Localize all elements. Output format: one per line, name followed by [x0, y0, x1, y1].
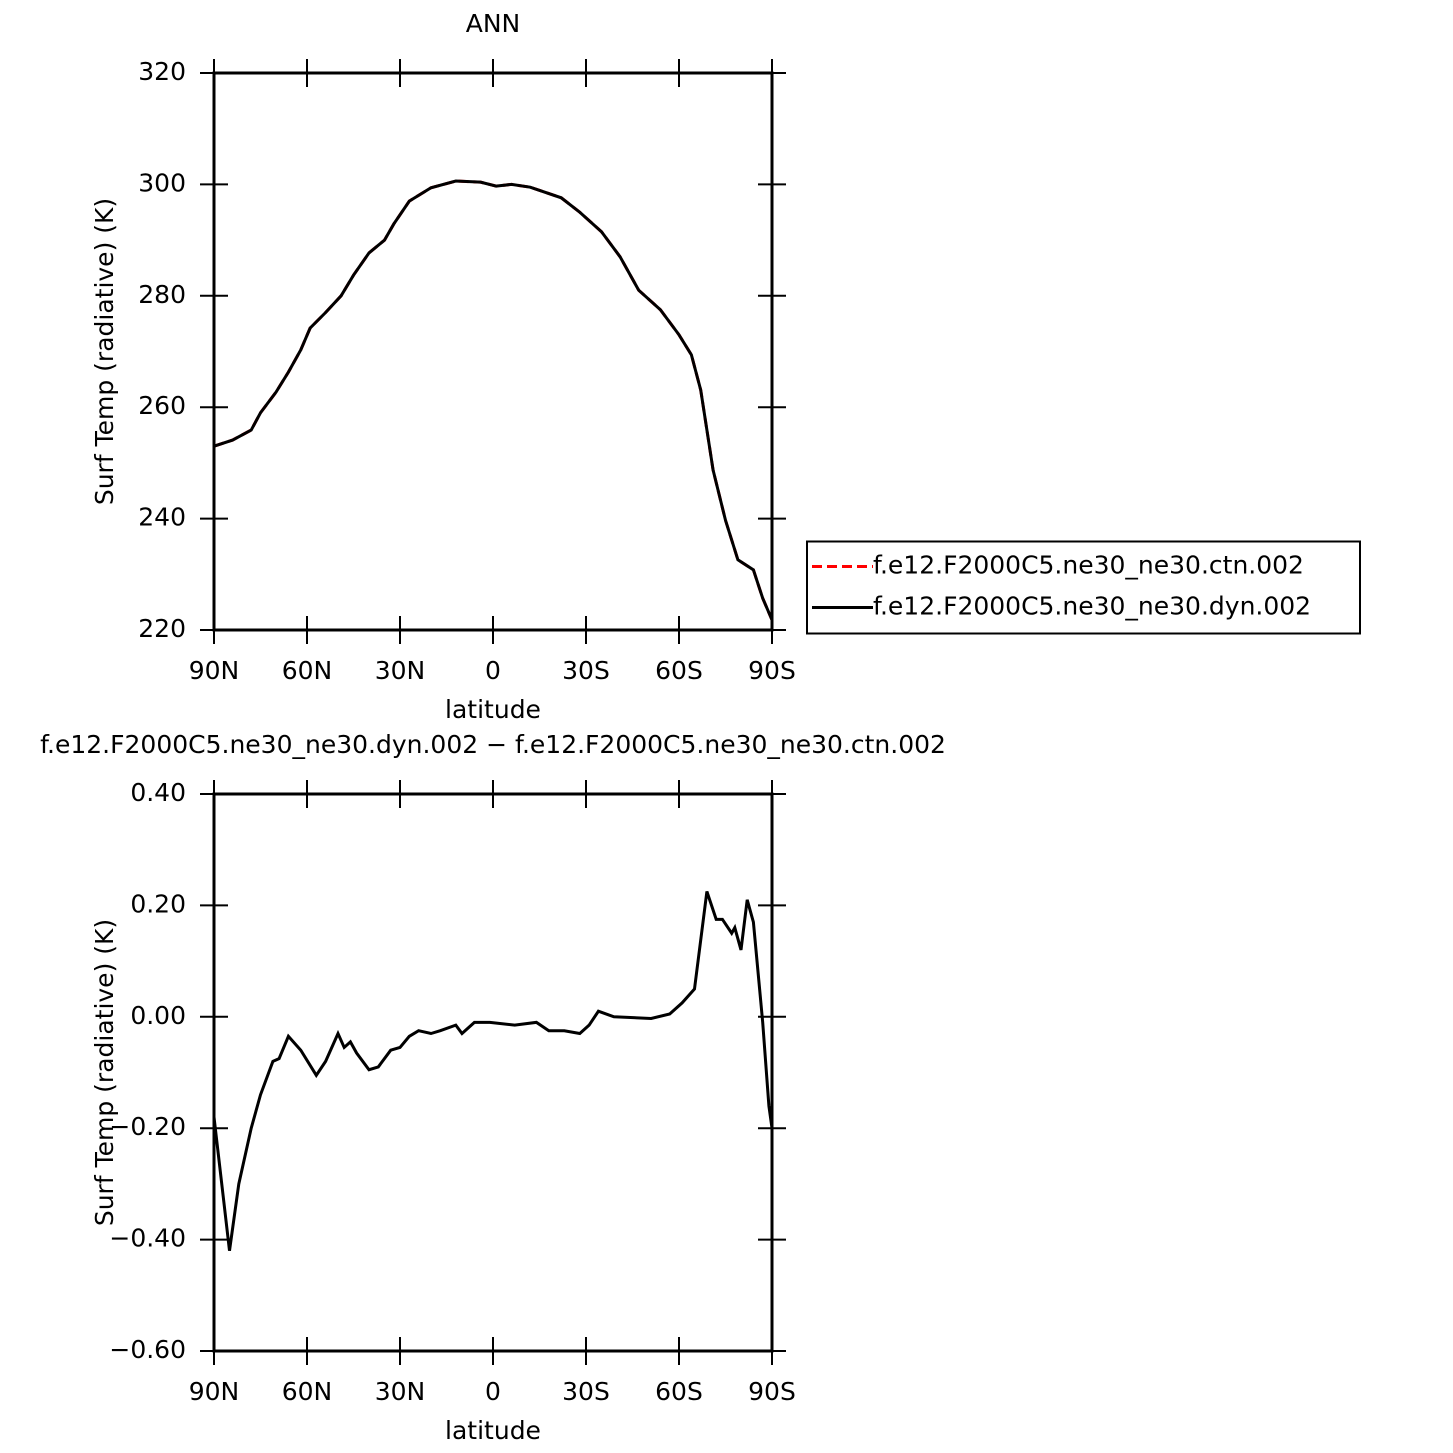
x-tick-label: 0 [485, 1377, 501, 1406]
y-tick-label: 220 [138, 614, 186, 643]
x-tick-label: 60N [282, 656, 333, 685]
plot-frame [212, 71, 774, 632]
y-tick-label: −0.40 [109, 1224, 186, 1253]
x-tick-label: 30N [375, 656, 426, 685]
y-tick-label: −0.20 [109, 1112, 186, 1141]
x-tick-label: 30N [375, 1377, 426, 1406]
x-tick-label: 90N [189, 1377, 240, 1406]
legend-label: f.e12.F2000C5.ne30_ne30.dyn.002 [873, 592, 1311, 621]
y-tick-label: −0.60 [109, 1335, 186, 1364]
y-axis-label: Surf Temp (radiative) (K) [90, 198, 119, 505]
data-line [212, 891, 774, 1251]
x-tick-label: 90N [189, 656, 240, 685]
x-tick-label: 0 [485, 656, 501, 685]
x-axis-label: latitude [445, 1416, 541, 1445]
plot-frame [212, 792, 774, 1353]
chart-title: ANN [466, 9, 521, 38]
x-tick-label: 30S [562, 656, 610, 685]
y-axis-label: Surf Temp (radiative) (K) [90, 919, 119, 1226]
x-tick-label: 90S [748, 1377, 796, 1406]
x-tick-label: 60N [282, 1377, 333, 1406]
y-tick-label: 0.40 [130, 778, 186, 807]
y-tick-label: 300 [138, 168, 186, 197]
x-tick-label: 60S [655, 656, 703, 685]
y-tick-label: 280 [138, 280, 186, 309]
legend-label: f.e12.F2000C5.ne30_ne30.ctn.002 [873, 551, 1304, 580]
chart-title: f.e12.F2000C5.ne30_ne30.dyn.002 − f.e12.… [40, 730, 946, 759]
x-tick-label: 30S [562, 1377, 610, 1406]
x-axis-label: latitude [445, 695, 541, 724]
y-tick-label: 320 [138, 57, 186, 86]
y-tick-label: 0.00 [130, 1001, 186, 1030]
y-tick-label: 260 [138, 391, 186, 420]
y-tick-label: 240 [138, 503, 186, 532]
x-tick-label: 90S [748, 656, 796, 685]
data-line [213, 179, 774, 621]
legend-box [806, 540, 1361, 635]
data-line [213, 179, 774, 621]
x-tick-label: 60S [655, 1377, 703, 1406]
y-tick-label: 0.20 [130, 889, 186, 918]
